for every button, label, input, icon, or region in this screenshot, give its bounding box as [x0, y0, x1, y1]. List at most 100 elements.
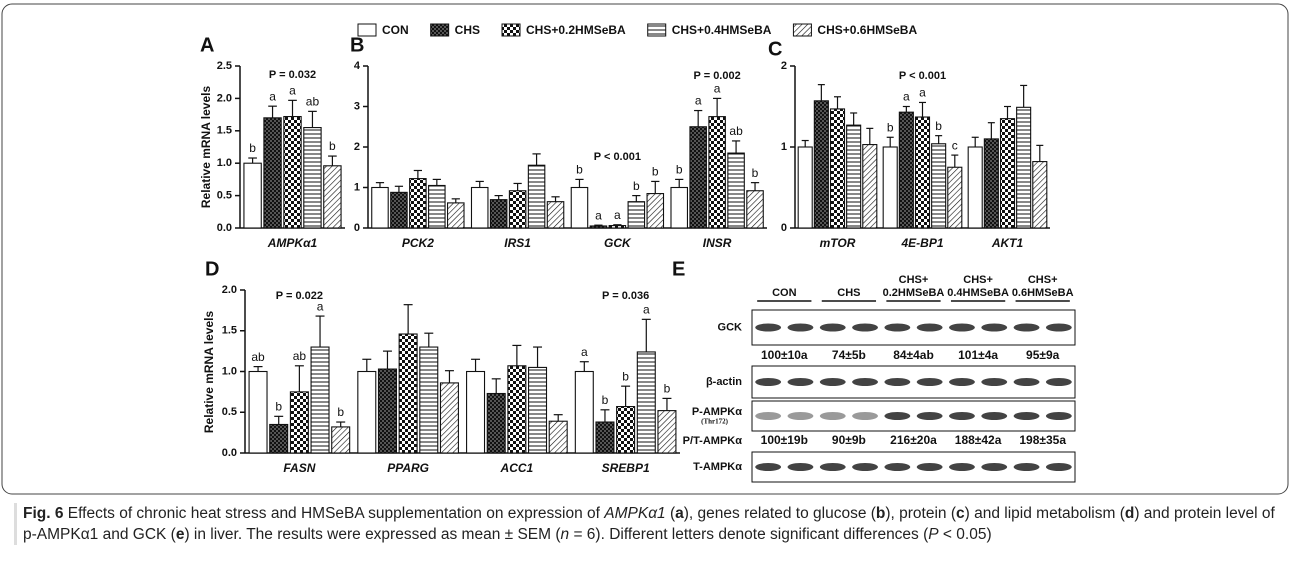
p-value: P < 0.001 [899, 70, 946, 82]
y-tick-label: 2.0 [217, 92, 232, 104]
caption-segment: P [928, 526, 938, 543]
blot-band [852, 463, 878, 471]
bar [609, 226, 625, 228]
significance-letter: a [714, 82, 721, 96]
bar [508, 366, 526, 453]
x-tick-label: INSR [703, 236, 732, 250]
y-tick-label: 0 [781, 222, 787, 234]
y-tick-label: 2.0 [222, 284, 237, 296]
x-tick-label: ACC1 [500, 461, 534, 475]
significance-letter: c [952, 138, 958, 152]
blot-band [755, 412, 781, 420]
bar [968, 147, 982, 228]
bar [249, 372, 267, 454]
bar [709, 117, 725, 228]
y-tick-label: 2 [781, 60, 787, 72]
bar [467, 372, 485, 454]
blot-band [788, 378, 814, 386]
caption-segment: Fig. 6 [23, 505, 63, 522]
significance-letter: a [581, 345, 588, 359]
y-tick-label: 0.0 [217, 222, 232, 234]
blot-band [820, 412, 846, 420]
bar [575, 372, 593, 454]
x-tick-label: 4E-BP1 [900, 236, 943, 250]
y-tick-label: 1.5 [222, 325, 237, 337]
significance-letter: b [622, 369, 629, 383]
caption-segment: Effects of chronic heat stress and HMSeB… [63, 505, 604, 522]
legend-label: CHS+0.4HMSeBA [672, 23, 772, 37]
blot-band [1014, 412, 1040, 420]
blot-band [884, 463, 910, 471]
significance-letter: ab [293, 349, 307, 363]
bar [1017, 107, 1031, 228]
p-value: P = 0.032 [269, 69, 316, 81]
panel-letter: B [350, 34, 364, 56]
caption-segment: c [956, 505, 965, 522]
quant-value: 90±9b [832, 433, 866, 447]
caption-segment: AMPKα1 [604, 505, 665, 522]
caption-segment: n [561, 526, 570, 543]
significance-letter: ab [729, 124, 743, 138]
significance-letter: a [595, 208, 602, 222]
legend-label: CHS+0.2HMSeBA [526, 23, 626, 37]
caption-segment: ) and lipid metabolism ( [965, 505, 1125, 522]
bar [284, 117, 301, 228]
p-value: P < 0.001 [594, 151, 641, 163]
y-tick-label: 4 [354, 60, 361, 72]
bar [410, 179, 426, 228]
bar [948, 167, 962, 228]
significance-letter: a [695, 94, 702, 108]
significance-letter: b [576, 163, 583, 177]
blot-band [917, 463, 943, 471]
significance-letter: b [752, 166, 759, 180]
caption: Fig. 6 Effects of chronic heat stress an… [14, 503, 1288, 545]
bar [270, 424, 288, 453]
bar [399, 334, 417, 453]
quant-label: P/T-AMPKα [683, 435, 743, 447]
significance-letter: b [275, 399, 282, 413]
x-tick-label: AKT1 [991, 236, 1024, 250]
y-tick-label: 0.0 [222, 447, 237, 459]
blot-band [1046, 412, 1072, 420]
row-label: GCK [718, 321, 743, 333]
bar [549, 421, 567, 453]
bar [798, 147, 812, 228]
blot-band [788, 463, 814, 471]
x-tick-label: PCK2 [402, 236, 434, 250]
quant-value: 100±19b [761, 433, 808, 447]
bar [264, 118, 281, 228]
bar [440, 383, 458, 453]
bar [324, 166, 341, 228]
bar [690, 127, 706, 228]
significance-letter: b [633, 179, 640, 193]
caption-segment: < 0.05) [939, 526, 992, 543]
significance-letter: a [289, 84, 296, 98]
significance-letter: b [337, 405, 344, 419]
bar [244, 163, 261, 228]
bar [915, 117, 929, 228]
significance-letter: a [614, 208, 621, 222]
bar [596, 422, 614, 453]
bar [448, 203, 464, 228]
p-value: P = 0.022 [276, 290, 323, 302]
bar [529, 367, 547, 453]
bar [547, 202, 563, 228]
caption-segment: ) in liver. The results were expressed a… [184, 526, 560, 543]
y-tick-label: 0 [354, 222, 360, 234]
significance-letter: a [903, 90, 910, 104]
bar [814, 101, 828, 228]
blot-band [981, 378, 1007, 386]
blot-band [981, 463, 1007, 471]
panel-letter: E [672, 258, 685, 280]
lane-group-label: CON [772, 287, 797, 299]
blot-band [755, 324, 781, 332]
quant-value: 198±35a [1019, 433, 1066, 447]
blot-band [949, 463, 975, 471]
blot-band [1046, 463, 1072, 471]
bar [899, 112, 913, 228]
legend-label: CHS [455, 23, 480, 37]
blot-band [820, 463, 846, 471]
significance-letter: a [919, 86, 926, 100]
x-tick-label: SREBP1 [602, 461, 650, 475]
